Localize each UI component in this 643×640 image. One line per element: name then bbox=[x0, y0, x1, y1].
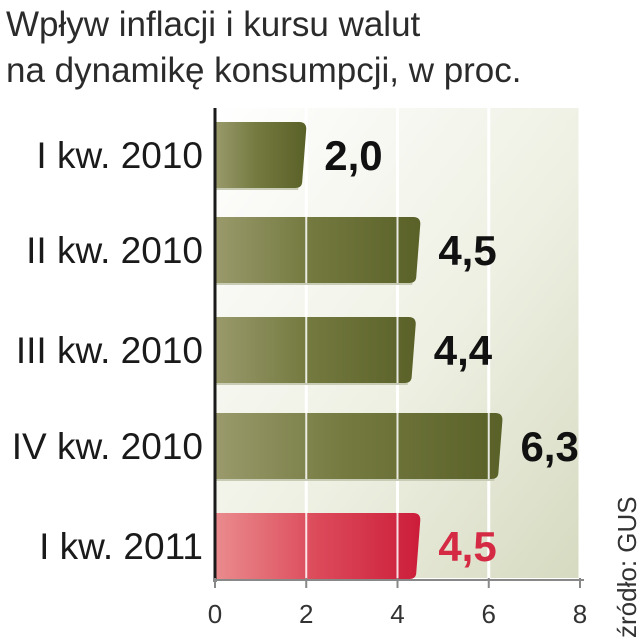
value-label: 2,0 bbox=[324, 132, 382, 179]
value-label: 4,5 bbox=[438, 523, 496, 570]
title-line-2: na dynamikę konsumpcji, w proc. bbox=[6, 51, 522, 90]
x-tick-label: 2 bbox=[299, 599, 313, 629]
source-note: źródło: GUS bbox=[604, 488, 643, 640]
category-label: IV kw. 2010 bbox=[12, 426, 203, 467]
x-tick-label: 6 bbox=[482, 599, 496, 629]
value-label: 4,5 bbox=[438, 227, 496, 274]
x-tick-label: 4 bbox=[390, 599, 404, 629]
source-text: źródło: GUS bbox=[612, 496, 642, 638]
bar bbox=[215, 317, 416, 383]
category-label: III kw. 2010 bbox=[16, 330, 203, 371]
value-label: 6,3 bbox=[520, 423, 578, 470]
value-label: 4,4 bbox=[434, 327, 493, 374]
category-label: I kw. 2011 bbox=[39, 526, 203, 567]
bar bbox=[215, 122, 307, 188]
bar bbox=[215, 413, 503, 479]
bar bbox=[215, 217, 421, 283]
category-label: I kw. 2010 bbox=[36, 135, 203, 176]
x-tick-label: 0 bbox=[208, 599, 222, 629]
category-label: II kw. 2010 bbox=[26, 230, 203, 271]
bar bbox=[215, 513, 421, 579]
x-tick-label: 8 bbox=[573, 599, 587, 629]
chart-title: Wpływ inflacji i kursu walut na dynamikę… bbox=[6, 2, 522, 94]
title-line-1: Wpływ inflacji i kursu walut bbox=[6, 5, 421, 44]
